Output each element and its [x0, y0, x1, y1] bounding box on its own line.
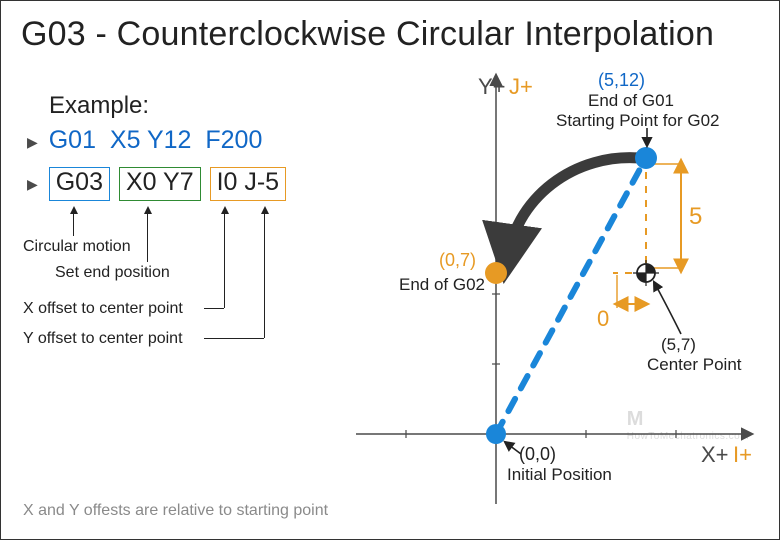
end-g02-label: End of G02	[399, 275, 485, 294]
code-g03: G03	[49, 167, 110, 201]
anno-circular-motion: Circular motion	[23, 238, 131, 256]
center-coord: (5,7)	[661, 335, 696, 354]
arrow-icon	[264, 212, 265, 338]
footnote: X and Y offests are relative to starting…	[23, 502, 328, 520]
code-line-2: ▶ G03 X0 Y7 I0 J-5	[27, 167, 351, 201]
end-g01-b: Starting Point for G02	[556, 111, 719, 130]
arrow-icon	[73, 212, 74, 236]
label-i-plus: I+	[733, 442, 752, 467]
code-xy1: X5 Y12	[110, 126, 192, 154]
point-initial	[486, 424, 506, 444]
example-panel: Example: ▶ G01 X5 Y12 F200 ▶ G03 X0 Y7 I…	[21, 64, 351, 524]
dim-i-value: 0	[597, 306, 609, 331]
center-point-marker	[633, 260, 659, 286]
center-label: Center Point	[647, 355, 742, 374]
code-line-1: ▶ G01 X5 Y12 F200	[27, 126, 351, 155]
cnc-diagram: Y+ J+ X+ I+ 5 0	[351, 64, 761, 524]
label-j-plus: J+	[509, 74, 533, 99]
point-end-g02	[485, 262, 507, 284]
end-g01-coord: (5,12)	[598, 70, 645, 90]
example-label: Example:	[49, 92, 351, 120]
path-g01	[496, 158, 646, 434]
initial-coord: (0,0)	[519, 444, 556, 464]
dim-j-value: 5	[689, 203, 702, 230]
arrow-icon	[224, 212, 225, 308]
bullet-icon: ▶	[27, 134, 38, 151]
connector-line	[204, 308, 224, 309]
code-ij: I0 J-5	[210, 167, 287, 201]
point-end-g01	[635, 147, 657, 169]
anno-x-offset: X offset to center point	[23, 300, 183, 318]
code-g01: G01	[49, 126, 96, 154]
label-y-plus: Y+	[478, 74, 506, 99]
connector-line	[204, 338, 264, 339]
label-x-plus: X+	[701, 442, 729, 467]
code-f: F200	[205, 126, 262, 154]
diagram-panel: MHowToMechatronics.com	[351, 64, 761, 524]
end-g01-a: End of G01	[588, 91, 674, 110]
anno-set-end: Set end position	[55, 264, 170, 282]
initial-label: Initial Position	[507, 465, 612, 484]
page-title: G03 - Counterclockwise Circular Interpol…	[21, 15, 761, 54]
bullet-icon: ▶	[27, 176, 38, 193]
pointer-center	[654, 282, 681, 334]
arc-g03	[507, 158, 639, 260]
code-xy2: X0 Y7	[119, 167, 201, 201]
arrow-icon	[147, 212, 148, 262]
anno-y-offset: Y offset to center point	[23, 330, 183, 348]
end-g02-coord: (0,7)	[439, 250, 476, 270]
